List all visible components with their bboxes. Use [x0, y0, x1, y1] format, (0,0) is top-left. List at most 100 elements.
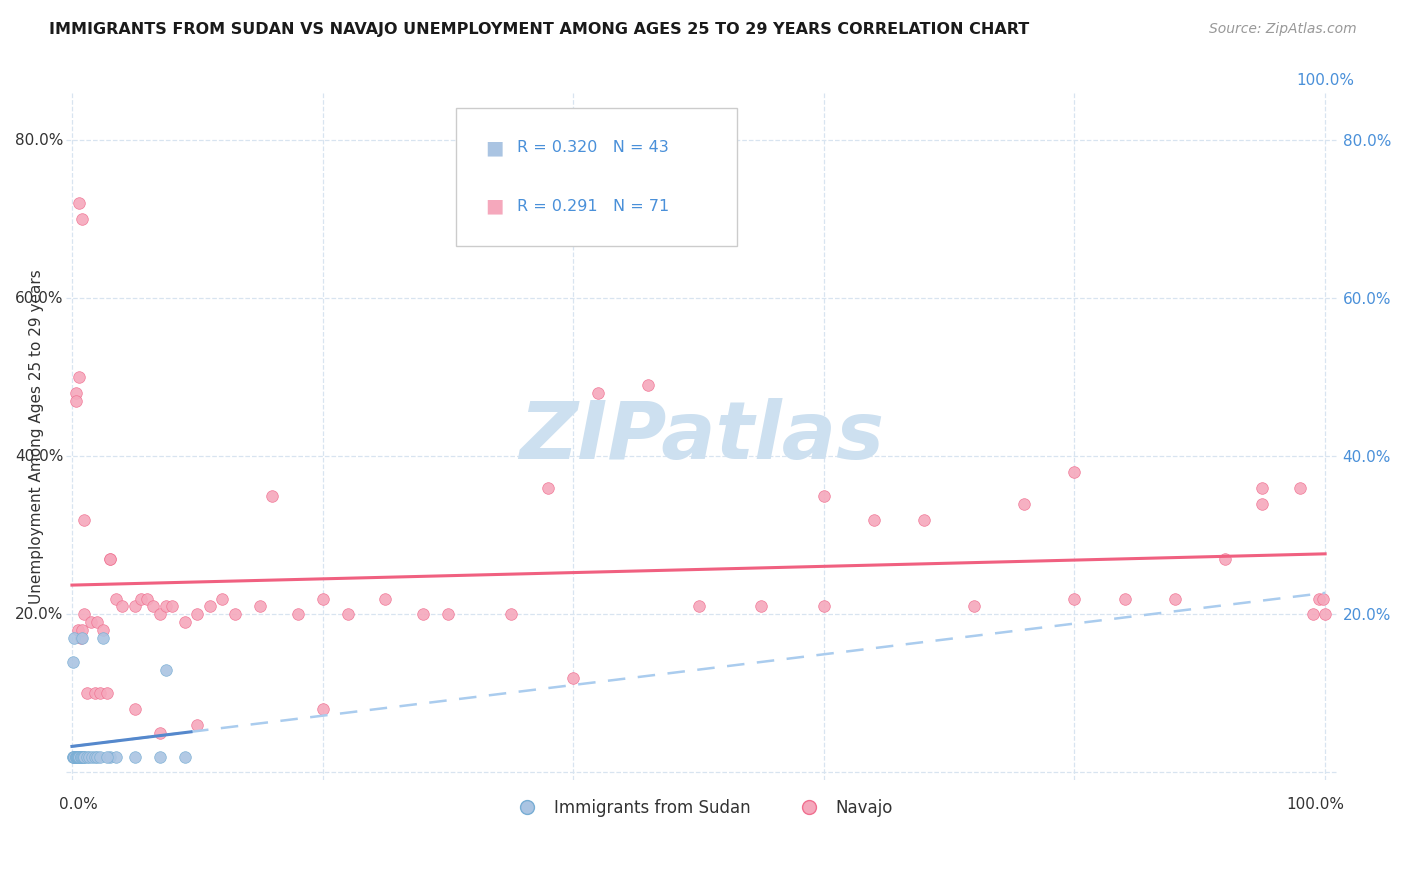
- Point: [73, 749, 96, 764]
- Point: [96, 686, 118, 700]
- Point: [1164, 591, 1187, 606]
- Point: [76, 686, 98, 700]
- FancyBboxPatch shape: [456, 108, 737, 246]
- Text: ZIPatlas: ZIPatlas: [519, 398, 884, 475]
- Point: [111, 599, 134, 614]
- Point: [70, 749, 93, 764]
- Point: [104, 591, 127, 606]
- Point: [66, 749, 89, 764]
- Point: [62, 749, 84, 764]
- Point: [96, 749, 118, 764]
- Text: 20.0%: 20.0%: [14, 607, 63, 622]
- Point: [124, 749, 146, 764]
- Point: [69, 631, 91, 645]
- Legend: Immigrants from Sudan, Navajo: Immigrants from Sudan, Navajo: [503, 792, 900, 823]
- Point: [287, 607, 309, 622]
- Point: [262, 489, 284, 503]
- Point: [813, 599, 835, 614]
- Point: [336, 607, 359, 622]
- Point: [186, 607, 208, 622]
- Point: [142, 599, 165, 614]
- Point: [173, 615, 195, 630]
- Text: Source: ZipAtlas.com: Source: ZipAtlas.com: [1209, 22, 1357, 37]
- Point: [437, 607, 460, 622]
- Point: [311, 591, 333, 606]
- Point: [1063, 591, 1085, 606]
- Point: [412, 607, 434, 622]
- Point: [499, 607, 522, 622]
- Point: [66, 749, 89, 764]
- Point: [89, 749, 111, 764]
- Point: [62, 655, 84, 669]
- Point: [65, 394, 87, 409]
- Point: [63, 631, 86, 645]
- Point: [63, 749, 86, 764]
- Text: ■: ■: [485, 197, 503, 216]
- Point: [1313, 607, 1336, 622]
- Point: [129, 591, 152, 606]
- Point: [198, 599, 221, 614]
- Point: [863, 512, 886, 526]
- Point: [72, 749, 94, 764]
- Point: [89, 686, 111, 700]
- Point: [1289, 481, 1312, 495]
- Point: [124, 702, 146, 716]
- Point: [374, 591, 396, 606]
- Point: [149, 726, 172, 740]
- Point: [62, 749, 84, 764]
- Point: [1114, 591, 1136, 606]
- Point: [912, 512, 935, 526]
- Point: [65, 749, 87, 764]
- Point: [91, 631, 114, 645]
- Point: [63, 749, 86, 764]
- Point: [211, 591, 233, 606]
- Point: [67, 749, 90, 764]
- Y-axis label: Unemployment Among Ages 25 to 29 years: Unemployment Among Ages 25 to 29 years: [30, 269, 44, 604]
- Point: [136, 591, 159, 606]
- Point: [588, 386, 610, 401]
- Point: [69, 370, 91, 384]
- Text: 40.0%: 40.0%: [14, 449, 63, 464]
- Point: [86, 615, 108, 630]
- Point: [73, 749, 96, 764]
- Point: [67, 623, 90, 637]
- Point: [155, 663, 177, 677]
- Text: ■: ■: [485, 138, 503, 157]
- Point: [104, 749, 127, 764]
- Point: [637, 378, 659, 392]
- Point: [562, 671, 585, 685]
- Point: [186, 718, 208, 732]
- Point: [98, 552, 121, 566]
- Point: [86, 749, 108, 764]
- Point: [80, 749, 103, 764]
- Point: [65, 386, 87, 401]
- Point: [73, 512, 96, 526]
- Point: [1213, 552, 1236, 566]
- Text: 100.0%: 100.0%: [1286, 797, 1344, 813]
- Point: [149, 749, 172, 764]
- Point: [91, 623, 114, 637]
- Point: [160, 599, 183, 614]
- Point: [66, 749, 89, 764]
- Point: [249, 599, 271, 614]
- Point: [69, 196, 91, 211]
- Text: R = 0.291   N = 71: R = 0.291 N = 71: [517, 199, 669, 214]
- Point: [1063, 465, 1085, 479]
- Point: [83, 686, 105, 700]
- Point: [69, 749, 91, 764]
- Point: [80, 615, 103, 630]
- Point: [73, 607, 96, 622]
- Point: [76, 749, 98, 764]
- Point: [1251, 497, 1274, 511]
- Point: [65, 749, 87, 764]
- Point: [149, 607, 172, 622]
- Point: [1302, 607, 1324, 622]
- Point: [813, 489, 835, 503]
- Text: 80.0%: 80.0%: [14, 133, 63, 148]
- Point: [83, 749, 105, 764]
- Point: [69, 749, 91, 764]
- Text: 60.0%: 60.0%: [14, 291, 63, 306]
- Point: [69, 749, 91, 764]
- Point: [67, 749, 90, 764]
- Point: [63, 749, 86, 764]
